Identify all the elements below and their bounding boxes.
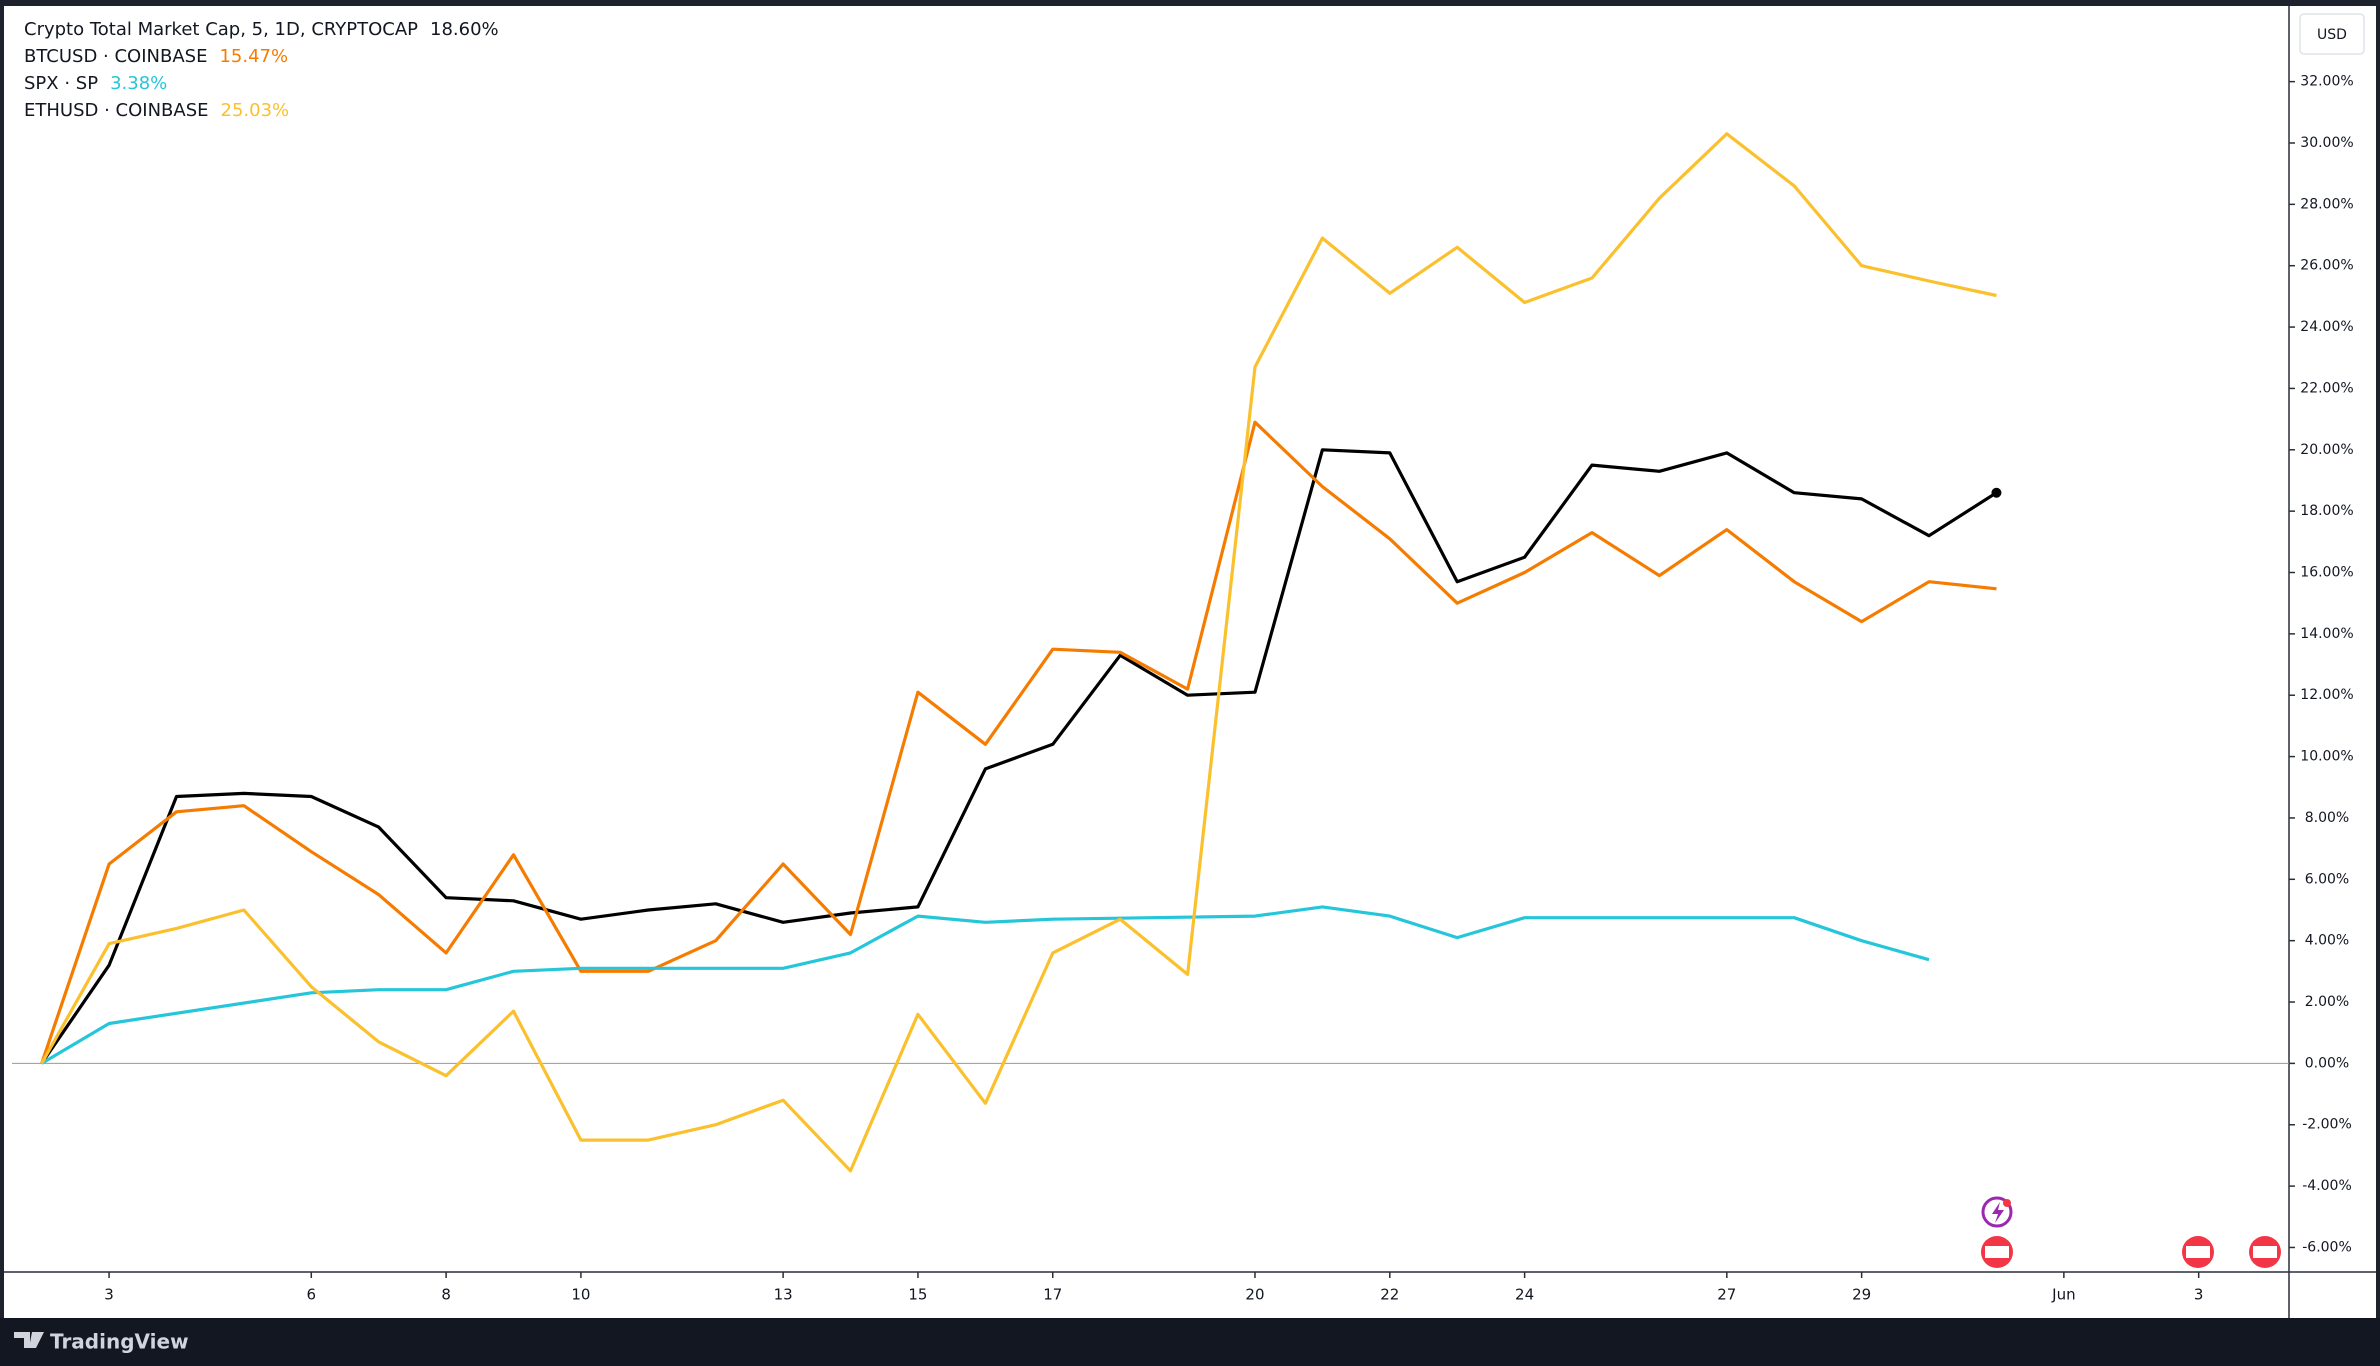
- y-tick-label: -2.00%: [2302, 1117, 2352, 1133]
- series-line: [40, 420, 1997, 1064]
- y-tick-label: 28.00%: [2300, 196, 2353, 212]
- y-tick-label: 32.00%: [2300, 74, 2353, 90]
- series-line: [40, 448, 1998, 1065]
- series-line: [40, 905, 1930, 1065]
- y-tick-label: 2.00%: [2305, 994, 2349, 1010]
- y-tick-label: 4.00%: [2305, 933, 2349, 949]
- x-tick-label: 6: [307, 1286, 317, 1304]
- legend-value: 25.03%: [221, 100, 290, 121]
- brand-name: TradingView: [50, 1330, 189, 1354]
- currency-label: USD: [2317, 27, 2347, 43]
- flag-glyph: [2186, 1246, 2210, 1258]
- y-tick-label: 6.00%: [2305, 871, 2349, 887]
- y-tick-label: 26.00%: [2300, 258, 2353, 274]
- x-tick-label: 3: [2194, 1286, 2204, 1304]
- legend-value: 3.38%: [110, 73, 167, 94]
- y-tick-label: 10.00%: [2300, 749, 2353, 765]
- event-icons: [1981, 1196, 2281, 1268]
- event-icon-glyph: [1992, 1202, 2004, 1223]
- x-tick-label: 3: [104, 1286, 114, 1304]
- flag-glyph: [2253, 1246, 2277, 1258]
- top-border: [0, 0, 2380, 6]
- x-tick-label: 22: [1380, 1286, 1399, 1304]
- x-tick-label: 24: [1515, 1286, 1534, 1304]
- flag-glyph: [1985, 1246, 2009, 1258]
- series-line: [40, 132, 1997, 1173]
- y-tick-label: -6.00%: [2302, 1239, 2352, 1255]
- y-tick-label: -4.00%: [2302, 1178, 2352, 1194]
- x-tick-label: 8: [441, 1286, 451, 1304]
- y-tick-label: 18.00%: [2300, 503, 2353, 519]
- y-tick-label: 14.00%: [2300, 626, 2353, 642]
- x-tick-label: 15: [908, 1286, 927, 1304]
- x-tick-label: Jun: [2051, 1286, 2075, 1304]
- legend-name: Crypto Total Market Cap, 5, 1D, CRYPTOCA…: [24, 19, 418, 40]
- footer-bar: [0, 1318, 2380, 1366]
- brand-logo: [14, 1332, 44, 1348]
- x-tick-label: 13: [774, 1286, 793, 1304]
- x-tick-label: 17: [1043, 1286, 1062, 1304]
- legend-name: ETHUSD · COINBASE: [24, 100, 209, 121]
- y-tick-label: 12.00%: [2300, 687, 2353, 703]
- plot-area: [40, 132, 2002, 1173]
- y-tick-label: 8.00%: [2305, 810, 2349, 826]
- legend-value: 15.47%: [219, 46, 288, 67]
- x-tick-label: 27: [1717, 1286, 1736, 1304]
- last-point: [1991, 487, 2002, 498]
- legend: Crypto Total Market Cap, 5, 1D, CRYPTOCA…: [24, 19, 499, 121]
- legend-name: SPX · SP: [24, 73, 98, 94]
- y-tick-label: 24.00%: [2300, 319, 2353, 335]
- currency-button[interactable]: [2299, 13, 2365, 55]
- y-tick-label: 22.00%: [2300, 380, 2353, 396]
- x-tick-label: 10: [571, 1286, 590, 1304]
- event-dot: [2003, 1199, 2011, 1207]
- x-tick-label: 20: [1245, 1286, 1264, 1304]
- legend-name: BTCUSD · COINBASE: [24, 46, 207, 67]
- y-tick-label: 20.00%: [2300, 442, 2353, 458]
- left-border: [0, 0, 4, 1318]
- axes: -6.00% -4.00% -2.00% 0.00% 2.00% 4.00% 6.00% 8.…: [104, 74, 2353, 1304]
- x-tick-label: 29: [1852, 1286, 1871, 1304]
- y-tick-label: 16.00%: [2300, 565, 2353, 581]
- y-tick-label: 0.00%: [2305, 1055, 2349, 1071]
- legend-value: 18.60%: [430, 19, 499, 40]
- right-border: [2376, 0, 2380, 1318]
- y-tick-label: 30.00%: [2300, 135, 2353, 151]
